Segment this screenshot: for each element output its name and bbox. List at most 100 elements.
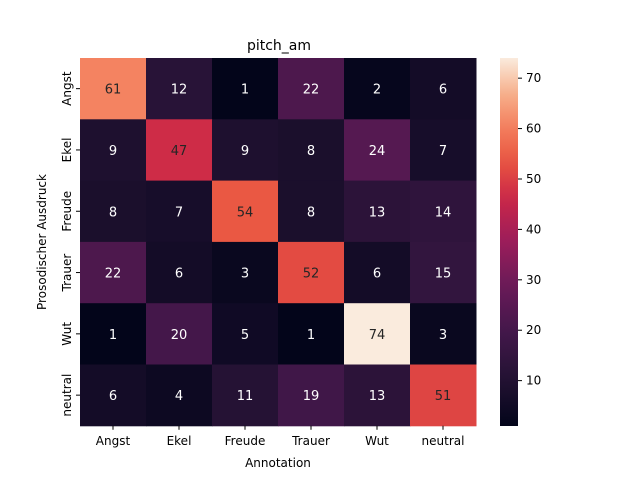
heatmap-cell [344,364,411,427]
cell-label: 12 [171,83,188,98]
heatmap-cell [278,364,345,427]
cell-label: 13 [369,389,386,404]
cell-label: 54 [237,205,254,220]
heatmap-cell [278,303,345,365]
cell-label: 61 [105,83,122,98]
cell-label: 51 [435,389,452,404]
heatmap-cell [80,241,147,304]
heatmap-cell [212,241,279,304]
heatmap-cell [212,58,279,120]
cell-label: 7 [439,144,447,159]
cell-label: 7 [175,205,183,220]
heatmap-cell [212,119,279,182]
heatmap-cell [278,119,345,182]
heatmap-cell [278,180,345,243]
colorbar-tick-label: 10 [526,374,541,388]
x-tick-label: Trauer [291,434,330,448]
cell-label: 4 [175,389,183,404]
heatmap-cell [410,180,477,243]
cell-label: 8 [307,205,315,220]
heatmap-cell [146,119,213,182]
heatmap-cell [410,241,477,304]
x-axis: Angst Ekel Freude Trauer Wut neutral [96,425,465,448]
cell-label: 8 [109,205,117,220]
cell-label: 14 [435,205,452,220]
colorbar-tick-label: 20 [526,323,541,337]
cell-label: 6 [373,267,381,282]
x-tick-label: Freude [225,434,266,448]
cell-label: 9 [241,144,249,159]
heatmap-cell [410,303,477,365]
cell-label: 5 [241,328,249,343]
cell-label: 3 [241,267,249,282]
y-tick-label: Wut [60,322,74,346]
x-tick-label: Wut [365,434,389,448]
x-tick-label: neutral [422,434,465,448]
x-axis-label: Annotation [245,456,311,470]
heatmap-cell [146,364,213,427]
heatmap-cell [410,364,477,427]
cell-label: 24 [369,144,386,159]
heatmap-cell [212,364,279,427]
colorbar-tick-label: 60 [526,122,541,136]
x-tick-label: Ekel [167,434,192,448]
cell-label: 52 [303,267,320,282]
cell-label: 22 [105,267,122,282]
cell-label: 6 [175,267,183,282]
cell-label: 22 [303,83,320,98]
heatmap-cell [146,58,213,120]
y-tick-label: Angst [60,71,74,106]
cell-label: 11 [237,389,254,404]
cell-label: 15 [435,267,452,282]
cell-label: 13 [369,205,386,220]
colorbar: 10 20 30 40 50 60 70 [500,58,541,426]
cell-label: 3 [439,328,447,343]
y-tick-label: Trauer [60,254,74,293]
heatmap-cell [212,180,279,243]
cell-label: 2 [373,83,381,98]
heatmap-cell [278,58,345,120]
heatmap-cell [410,58,477,120]
chart-title: pitch_am [247,38,311,54]
y-tick-label: neutral [60,374,74,417]
heatmap-cell [80,364,147,427]
colorbar-tick-label: 50 [526,172,541,186]
heatmap-cell [146,241,213,304]
cell-label: 74 [369,328,386,343]
heatmap-cell [278,241,345,304]
colorbar-tick-label: 70 [526,71,541,85]
cell-label: 1 [241,83,249,98]
cell-label: 9 [109,144,117,159]
cell-label: 47 [171,144,188,159]
heatmap-cell [146,303,213,365]
heatmap-cell [212,303,279,365]
cell-label: 6 [439,83,447,98]
heatmap-cell [410,119,477,182]
cell-label: 19 [303,389,320,404]
heatmap-cell [344,58,411,120]
cell-label: 20 [171,328,188,343]
y-tick-label: Freude [60,191,74,232]
y-axis-label: Prosodischer Ausdruck [35,174,49,310]
heatmap-cell [344,303,411,365]
cell-label: 1 [109,328,117,343]
heatmap-cell [80,119,147,182]
colorbar-tick-label: 40 [526,222,541,236]
heatmap-cell [80,303,147,365]
heatmap-cell [146,180,213,243]
heatmap-cell [344,241,411,304]
heatmap-cell [80,180,147,243]
heatmap-cell [344,119,411,182]
y-axis: Angst Ekel Freude Trauer Wut neutral [60,71,80,417]
x-tick-label: Angst [96,434,131,448]
colorbar-tick-label: 30 [526,273,541,287]
heatmap-cell [80,58,147,120]
heatmap-cell [344,180,411,243]
cell-label: 8 [307,144,315,159]
y-tick-label: Ekel [60,138,74,163]
colorbar-gradient [500,58,518,426]
cell-label: 1 [307,328,315,343]
cell-label: 6 [109,389,117,404]
